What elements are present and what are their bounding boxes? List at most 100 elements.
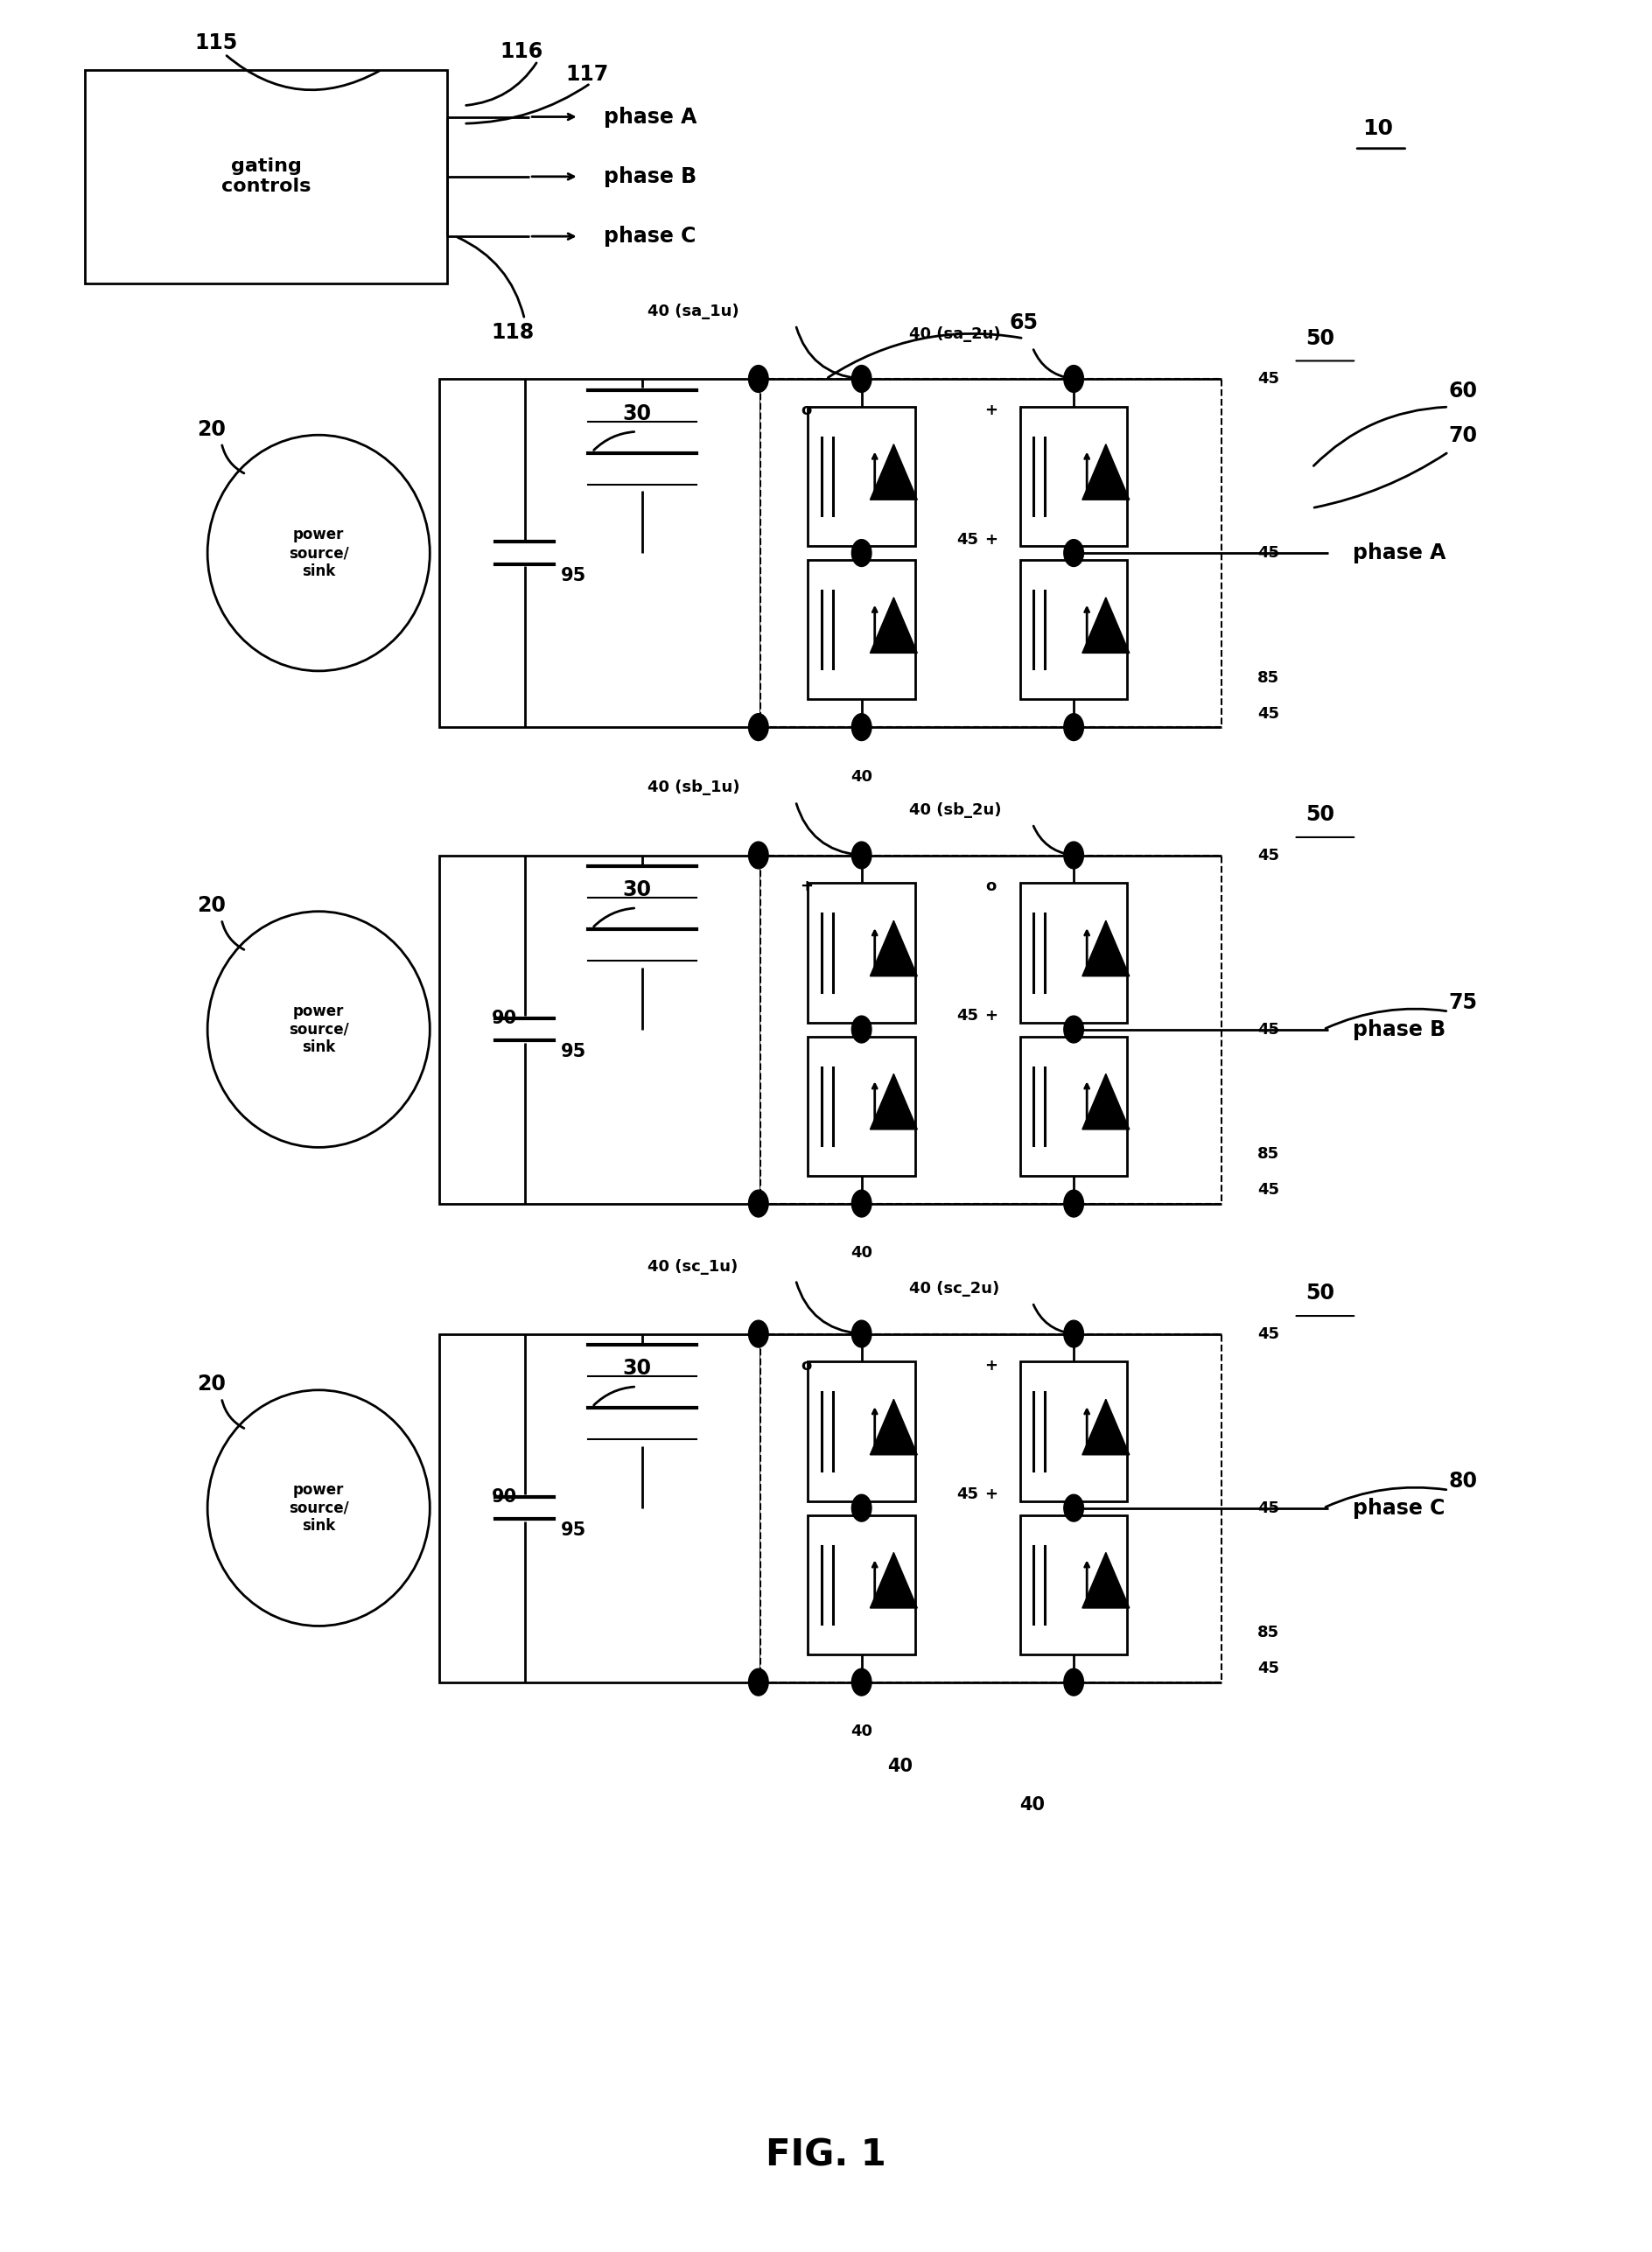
Text: +: +: [800, 878, 813, 894]
Circle shape: [852, 1016, 872, 1043]
Text: 95: 95: [562, 1522, 586, 1538]
Text: 40 (sc_2u): 40 (sc_2u): [909, 1281, 999, 1297]
Text: 65: 65: [1009, 313, 1037, 333]
Circle shape: [1064, 1016, 1084, 1043]
Text: phase B: phase B: [1353, 1018, 1446, 1040]
Text: 40: 40: [851, 768, 872, 784]
Bar: [808, 1516, 915, 1655]
Bar: [1021, 1516, 1127, 1655]
Bar: [1021, 408, 1127, 545]
Circle shape: [1064, 1189, 1084, 1216]
Text: o: o: [801, 403, 811, 419]
Bar: [1021, 883, 1127, 1022]
Text: power
source/
sink: power source/ sink: [289, 1482, 349, 1534]
Text: phase A: phase A: [603, 106, 697, 128]
Circle shape: [748, 842, 768, 869]
Text: 40: 40: [887, 1757, 914, 1775]
Text: 85: 85: [1257, 1146, 1280, 1162]
Polygon shape: [1082, 597, 1130, 653]
Bar: [439, 1333, 760, 1682]
Bar: [439, 378, 760, 727]
Circle shape: [1064, 842, 1084, 869]
Text: 40 (sb_1u): 40 (sb_1u): [648, 779, 740, 795]
Text: gating
controls: gating controls: [221, 158, 311, 196]
Text: 40 (sb_2u): 40 (sb_2u): [909, 802, 1001, 817]
Text: 40: 40: [1019, 1795, 1044, 1813]
Circle shape: [1064, 1669, 1084, 1696]
Circle shape: [852, 842, 872, 869]
Text: 40 (sc_1u): 40 (sc_1u): [648, 1259, 738, 1275]
Text: phase A: phase A: [1353, 543, 1446, 563]
Text: 118: 118: [492, 322, 535, 342]
Ellipse shape: [208, 1389, 430, 1626]
Text: 85: 85: [1257, 669, 1280, 685]
Text: 45: 45: [1257, 1660, 1279, 1675]
Circle shape: [852, 1495, 872, 1522]
Bar: [760, 378, 1221, 727]
Bar: [439, 856, 760, 1203]
Text: FIG. 1: FIG. 1: [767, 2137, 885, 2173]
Circle shape: [852, 1669, 872, 1696]
Text: +: +: [985, 1009, 998, 1025]
Text: phase B: phase B: [603, 167, 697, 187]
Polygon shape: [871, 1398, 917, 1455]
Circle shape: [852, 540, 872, 568]
Text: o: o: [801, 1358, 811, 1374]
Polygon shape: [871, 921, 917, 975]
Text: 10: 10: [1363, 117, 1393, 140]
Text: 50: 50: [1305, 804, 1335, 824]
Circle shape: [1064, 540, 1084, 568]
Circle shape: [1064, 1495, 1084, 1522]
Text: 60: 60: [1449, 381, 1477, 401]
Text: 30: 30: [623, 403, 651, 423]
Text: 30: 30: [623, 1358, 651, 1378]
Text: 45: 45: [1257, 847, 1279, 863]
Text: 45: 45: [1257, 1500, 1279, 1516]
Text: power
source/
sink: power source/ sink: [289, 527, 349, 579]
Circle shape: [748, 1189, 768, 1216]
Circle shape: [852, 714, 872, 741]
Text: 45: 45: [1257, 1022, 1279, 1038]
Text: 75: 75: [1449, 991, 1477, 1013]
Bar: [808, 561, 915, 700]
Text: 90: 90: [492, 1489, 517, 1507]
Text: 90: 90: [492, 1009, 517, 1027]
Circle shape: [852, 1320, 872, 1347]
Ellipse shape: [208, 912, 430, 1146]
Bar: [1021, 1362, 1127, 1502]
Text: 115: 115: [195, 32, 238, 54]
Text: 95: 95: [562, 568, 586, 583]
Circle shape: [748, 1320, 768, 1347]
Text: phase C: phase C: [603, 225, 695, 248]
Text: +: +: [985, 403, 998, 419]
Polygon shape: [1082, 1074, 1130, 1131]
Bar: [760, 856, 1221, 1203]
Text: 85: 85: [1257, 1626, 1280, 1642]
Text: 95: 95: [562, 1043, 586, 1061]
Text: 40 (sa_1u): 40 (sa_1u): [648, 304, 738, 320]
Circle shape: [748, 1669, 768, 1696]
Bar: [84, 70, 448, 284]
Text: 50: 50: [1305, 329, 1335, 349]
Text: 45: 45: [1257, 1182, 1279, 1198]
Text: 70: 70: [1449, 426, 1477, 446]
Text: +: +: [985, 1486, 998, 1502]
Circle shape: [748, 714, 768, 741]
Bar: [1021, 561, 1127, 700]
Circle shape: [852, 365, 872, 392]
Text: 45: 45: [1257, 545, 1279, 561]
Polygon shape: [871, 1552, 917, 1608]
Text: o: o: [985, 878, 996, 894]
Text: 45: 45: [957, 1009, 978, 1025]
Bar: [808, 883, 915, 1022]
Polygon shape: [1082, 1398, 1130, 1455]
Polygon shape: [871, 444, 917, 500]
Circle shape: [1064, 714, 1084, 741]
Text: 30: 30: [623, 881, 651, 901]
Bar: [1021, 1036, 1127, 1176]
Text: 20: 20: [197, 1374, 226, 1394]
Text: 40: 40: [851, 1723, 872, 1739]
Circle shape: [1064, 1320, 1084, 1347]
Text: +: +: [985, 531, 998, 547]
Bar: [760, 1333, 1221, 1682]
